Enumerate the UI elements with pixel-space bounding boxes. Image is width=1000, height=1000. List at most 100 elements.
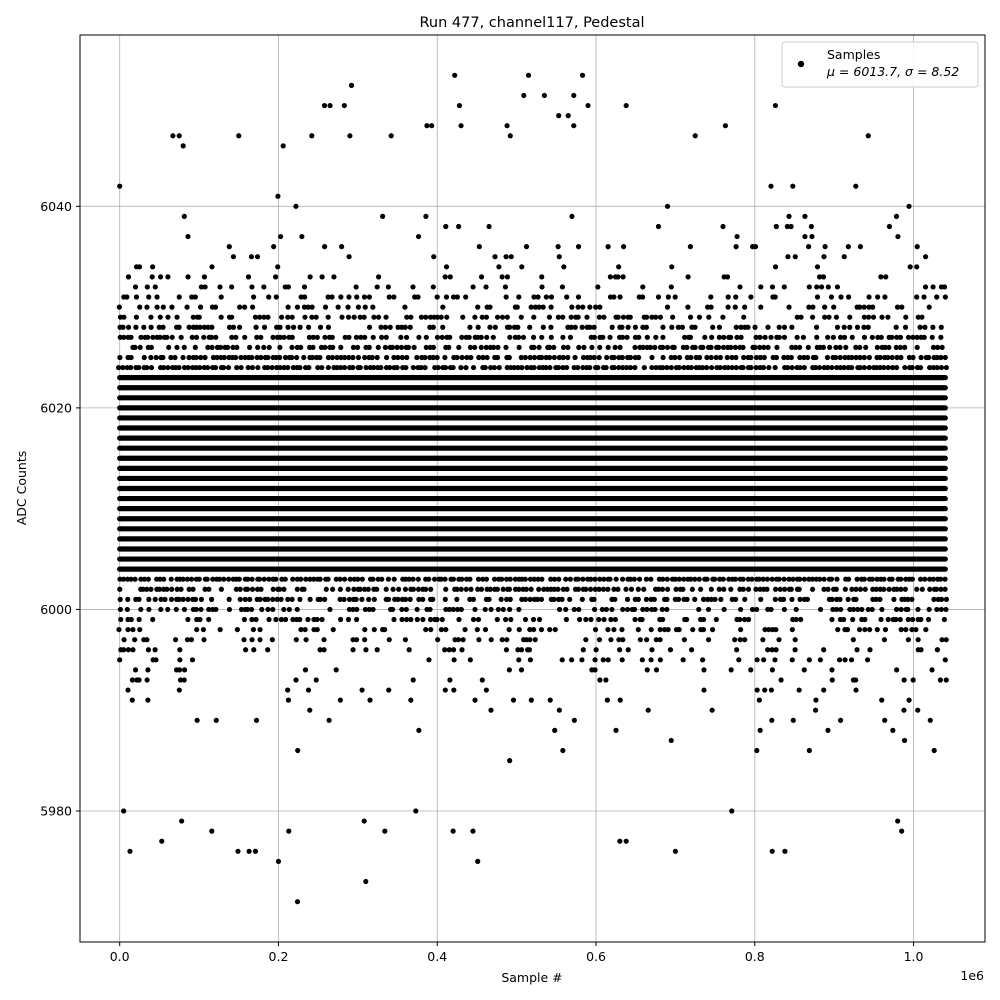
data-point [768, 183, 774, 189]
data-point [687, 334, 694, 340]
data-point [367, 697, 373, 703]
data-point [605, 657, 611, 663]
data-point [939, 344, 945, 351]
data-point [571, 92, 577, 99]
data-point [667, 647, 674, 653]
data-point [460, 637, 466, 643]
data-point [671, 344, 677, 351]
data-point [772, 264, 779, 270]
data-point [561, 264, 567, 270]
data-point [531, 314, 537, 320]
data-point [655, 294, 662, 300]
data-point [475, 586, 481, 592]
data-point [660, 364, 666, 371]
data-point [322, 596, 328, 602]
data-point [339, 244, 345, 250]
data-point [853, 596, 859, 602]
data-point [616, 637, 622, 643]
data-point [133, 294, 140, 300]
data-point [937, 677, 944, 683]
data-point [687, 244, 694, 250]
data-point [918, 616, 924, 623]
data-point [259, 606, 265, 613]
data-point [742, 596, 748, 602]
data-point [593, 647, 599, 653]
data-point [768, 687, 774, 693]
data-point [580, 354, 587, 361]
data-point [840, 616, 847, 623]
data-point [145, 697, 151, 703]
data-point [234, 364, 240, 371]
data-point [242, 354, 248, 361]
data-point [710, 324, 716, 330]
data-point [345, 586, 351, 592]
data-point [118, 616, 124, 623]
data-point [757, 727, 763, 733]
data-point [531, 364, 537, 371]
data-point [864, 657, 871, 663]
data-point [886, 344, 892, 351]
data-point [357, 364, 363, 371]
data-point [476, 244, 482, 250]
data-point [383, 586, 389, 592]
data-point [315, 364, 321, 371]
data-point [341, 102, 347, 109]
data-point [619, 354, 625, 361]
data-point [889, 334, 895, 340]
data-point [776, 334, 782, 340]
data-point [213, 717, 219, 723]
data-point [865, 314, 872, 320]
data-point [808, 223, 814, 230]
data-point [395, 354, 401, 361]
data-point [499, 576, 505, 582]
data-point [878, 334, 884, 340]
data-point [459, 334, 465, 340]
data-point [794, 314, 800, 320]
data-point [709, 334, 715, 340]
data-point [251, 647, 257, 653]
data-point [861, 304, 867, 310]
data-point [855, 606, 861, 613]
data-point [329, 294, 335, 300]
data-point [293, 203, 299, 209]
data-point [330, 626, 336, 633]
data-point [334, 354, 340, 361]
data-point [681, 637, 687, 643]
data-point [508, 254, 514, 260]
data-point [338, 344, 344, 351]
data-point [914, 344, 920, 351]
data-point [829, 667, 835, 673]
data-point [265, 314, 271, 320]
data-point [837, 717, 844, 723]
data-point [306, 334, 312, 340]
data-point [270, 586, 276, 592]
data-point [348, 82, 355, 88]
data-point [804, 596, 810, 602]
data-point [255, 344, 261, 351]
data-point [503, 616, 509, 623]
data-point [181, 677, 187, 683]
data-point [423, 314, 429, 320]
data-point [857, 304, 863, 310]
data-point [772, 657, 778, 663]
data-point [516, 586, 522, 592]
data-point [596, 314, 602, 320]
data-point [442, 576, 448, 582]
data-point [653, 667, 660, 673]
data-point [905, 637, 911, 643]
data-point [565, 344, 571, 351]
data-point [748, 354, 754, 361]
data-point [708, 344, 714, 351]
data-point [601, 576, 607, 582]
data-point [403, 606, 409, 613]
data-point [704, 354, 710, 361]
data-point [482, 364, 488, 371]
data-point [504, 364, 510, 371]
data-point [597, 304, 603, 310]
data-point [124, 606, 130, 613]
data-point [506, 586, 513, 592]
data-point [404, 354, 410, 361]
data-point [298, 576, 304, 582]
data-point [528, 586, 534, 592]
data-point [745, 324, 751, 330]
